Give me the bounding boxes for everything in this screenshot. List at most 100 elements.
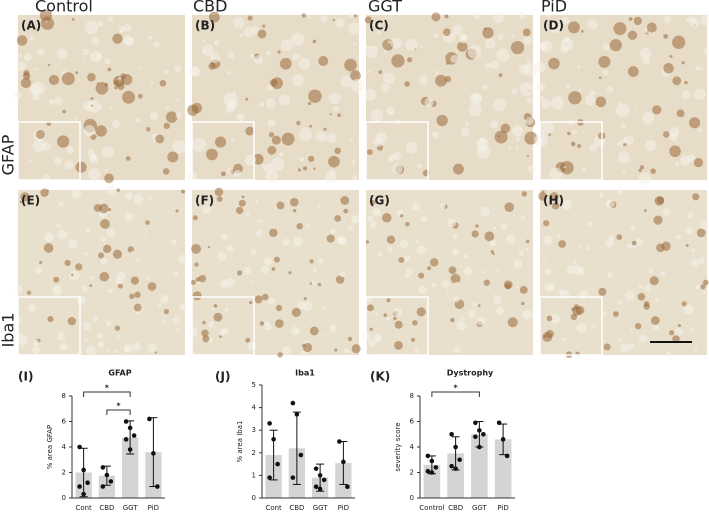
texture bbox=[690, 18, 700, 28]
data-point bbox=[425, 468, 431, 474]
texture bbox=[277, 50, 281, 54]
texture bbox=[89, 153, 97, 162]
texture bbox=[107, 16, 114, 22]
texture bbox=[681, 90, 691, 100]
data-point bbox=[313, 484, 319, 490]
texture bbox=[543, 256, 546, 260]
texture bbox=[497, 33, 504, 40]
texture bbox=[382, 213, 392, 223]
texture bbox=[188, 327, 199, 337]
texture bbox=[527, 165, 536, 174]
texture bbox=[221, 327, 229, 335]
chart-panel-label: (J) bbox=[215, 370, 230, 384]
texture bbox=[459, 33, 467, 40]
texture bbox=[47, 316, 54, 323]
x-tick-label: Cont bbox=[75, 504, 92, 512]
texture bbox=[23, 69, 30, 77]
texture bbox=[495, 306, 505, 315]
texture bbox=[289, 197, 299, 207]
texture bbox=[107, 67, 112, 72]
texture bbox=[122, 35, 134, 46]
y-axis-label: % area Iba1 bbox=[236, 421, 244, 463]
texture bbox=[130, 250, 134, 254]
texture bbox=[450, 55, 459, 63]
texture bbox=[523, 36, 533, 46]
significance-label: * bbox=[116, 402, 121, 411]
texture bbox=[280, 39, 293, 52]
texture bbox=[57, 229, 68, 240]
texture bbox=[648, 270, 652, 275]
texture bbox=[447, 218, 457, 227]
texture bbox=[173, 270, 179, 277]
texture bbox=[275, 319, 284, 328]
texture bbox=[311, 280, 316, 285]
texture bbox=[364, 45, 378, 59]
texture bbox=[88, 168, 101, 181]
texture bbox=[178, 254, 187, 264]
texture bbox=[461, 317, 465, 321]
texture bbox=[66, 146, 74, 154]
texture bbox=[347, 225, 354, 231]
texture bbox=[416, 307, 426, 317]
texture bbox=[548, 57, 560, 70]
texture bbox=[112, 249, 123, 259]
texture bbox=[309, 259, 314, 264]
texture bbox=[312, 39, 317, 44]
texture bbox=[378, 70, 383, 75]
data-point bbox=[104, 472, 110, 478]
texture bbox=[265, 98, 276, 109]
texture bbox=[484, 27, 487, 31]
texture bbox=[15, 285, 23, 293]
texture bbox=[603, 343, 611, 351]
texture bbox=[334, 348, 338, 352]
texture bbox=[291, 74, 304, 87]
texture bbox=[382, 72, 395, 85]
texture bbox=[616, 140, 624, 147]
texture bbox=[264, 323, 272, 331]
texture bbox=[367, 304, 375, 312]
data-point bbox=[290, 475, 296, 480]
texture bbox=[639, 47, 652, 60]
texture bbox=[214, 39, 220, 46]
data-point bbox=[317, 486, 323, 492]
texture bbox=[627, 243, 633, 249]
texture bbox=[254, 199, 259, 203]
texture bbox=[464, 266, 473, 276]
y-tick-label: 2 bbox=[62, 469, 66, 477]
texture bbox=[542, 235, 553, 246]
texture bbox=[162, 168, 170, 175]
texture bbox=[308, 101, 312, 106]
texture bbox=[364, 16, 372, 24]
texture bbox=[602, 69, 609, 76]
texture bbox=[77, 295, 86, 305]
texture bbox=[405, 38, 418, 51]
texture bbox=[562, 199, 573, 210]
texture bbox=[450, 317, 455, 323]
texture bbox=[246, 211, 250, 216]
texture bbox=[660, 270, 666, 276]
texture bbox=[269, 78, 278, 87]
texture bbox=[99, 271, 110, 282]
texture bbox=[353, 42, 357, 47]
x-tick-label: CBD bbox=[289, 504, 304, 512]
texture bbox=[452, 234, 458, 240]
data-point bbox=[123, 437, 129, 442]
texture bbox=[214, 187, 224, 197]
texture bbox=[18, 318, 22, 322]
texture bbox=[684, 80, 688, 85]
texture bbox=[649, 276, 659, 286]
texture bbox=[247, 15, 253, 21]
chart-panel-label: (I) bbox=[18, 370, 33, 384]
texture bbox=[350, 78, 365, 93]
row-label: GFAP bbox=[0, 134, 18, 175]
texture bbox=[471, 230, 479, 238]
column-header: GGT bbox=[368, 0, 402, 16]
texture bbox=[61, 72, 75, 86]
texture bbox=[233, 169, 242, 178]
texture bbox=[91, 36, 100, 45]
texture bbox=[270, 157, 285, 172]
texture bbox=[483, 317, 486, 321]
texture bbox=[563, 165, 567, 169]
data-point bbox=[500, 437, 506, 442]
texture bbox=[369, 220, 378, 229]
